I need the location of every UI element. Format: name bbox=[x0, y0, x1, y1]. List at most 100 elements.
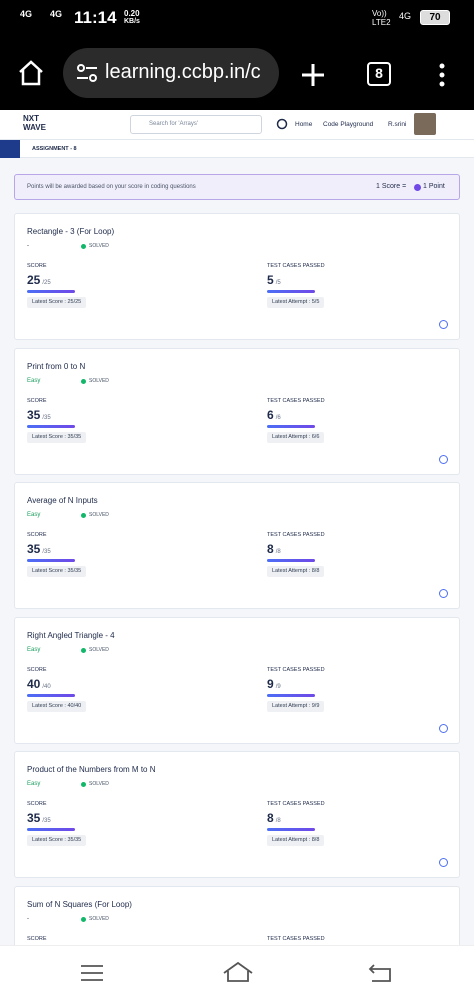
new-tab-button[interactable] bbox=[300, 62, 326, 88]
browser-bar: learning.ccbp.in/c 8 bbox=[0, 38, 474, 110]
url-bar[interactable]: learning.ccbp.in/c bbox=[63, 48, 279, 98]
question-card[interactable]: Sum of N Squares (For Loop) - SOLVED SCORE T… bbox=[14, 886, 460, 945]
progress-bar bbox=[27, 559, 75, 563]
question-card[interactable]: Product of the Numbers from M to N Easy SO… bbox=[14, 751, 460, 879]
question-title: Product of the Numbers from M to N bbox=[27, 765, 156, 775]
nav-bar bbox=[0, 945, 474, 1000]
status-bar: 4G 4G 11:14 0.20 KB/s Vo)) LTE2 4G 70 bbox=[0, 0, 474, 38]
metric-label: TEST CASES PASSED bbox=[267, 532, 325, 539]
metric-value: 8/8 bbox=[267, 811, 281, 825]
logo[interactable]: WAVE bbox=[23, 123, 46, 132]
metric-label: TEST CASES PASSED bbox=[267, 801, 325, 808]
progress-bar bbox=[27, 828, 75, 832]
metric-label: TEST CASES PASSED bbox=[267, 397, 325, 404]
metric-value: 25 bbox=[27, 273, 41, 287]
metric-max: /9 bbox=[275, 683, 281, 690]
rule-right: 1 Point bbox=[423, 183, 445, 190]
metric-max: /6 bbox=[275, 414, 281, 421]
status: SOLVED bbox=[89, 781, 109, 788]
question-card[interactable]: Print from 0 to N Easy SOLVED SCORE 35/35 Lat… bbox=[14, 347, 460, 475]
expand-button[interactable] bbox=[439, 589, 448, 599]
metric-label: TEST CASES PASSED bbox=[267, 936, 325, 942]
latest-pill: Latest Score : 35/35 bbox=[27, 566, 87, 578]
metric-max: /8 bbox=[275, 818, 281, 825]
metric-value: 35 bbox=[27, 811, 41, 826]
nav-link[interactable]: Home bbox=[295, 121, 313, 128]
site-settings-icon[interactable] bbox=[77, 64, 97, 82]
latest-pill: Latest Score : 40/40 bbox=[27, 700, 87, 712]
status-dot bbox=[81, 244, 86, 249]
recents-button[interactable] bbox=[80, 964, 104, 982]
metric-max: /25 bbox=[42, 280, 51, 286]
progress-bar bbox=[267, 424, 315, 428]
difficulty: - bbox=[27, 243, 29, 249]
metric-value: 35/35 bbox=[27, 542, 51, 556]
latest-pill: Latest Score : 35/35 bbox=[27, 835, 87, 847]
progress-bar bbox=[27, 424, 75, 428]
progress-bar bbox=[267, 693, 315, 697]
metric-value: 35 bbox=[27, 542, 41, 557]
metric-value: 35/35 bbox=[27, 408, 51, 422]
expand-button[interactable] bbox=[439, 320, 448, 329]
metric-label: SCORE bbox=[27, 666, 47, 673]
search-box[interactable]: Search for 'Arrays' bbox=[130, 115, 262, 134]
metric-value: 40 bbox=[27, 676, 41, 691]
home-button[interactable] bbox=[16, 58, 46, 88]
latest-pill: Latest Attempt : 8/8 bbox=[267, 835, 325, 847]
expand-button[interactable] bbox=[439, 723, 448, 733]
points-icon bbox=[414, 184, 421, 191]
question-title: Average of N Inputs bbox=[27, 496, 98, 506]
progress-bar bbox=[267, 828, 315, 832]
question-card[interactable]: Rectangle - 3 (For Loop) - SOLVED SCORE 25/2… bbox=[14, 213, 460, 340]
network: 4G bbox=[20, 9, 33, 19]
network: 4G bbox=[50, 9, 63, 19]
question-card[interactable]: Right Angled Triangle - 4 Easy SOLVED SCORE… bbox=[14, 616, 460, 744]
expand-button[interactable] bbox=[439, 454, 448, 464]
content: NXT WAVE Search for 'Arrays' Home Code P… bbox=[0, 110, 474, 945]
metric-value: 5 bbox=[267, 273, 274, 287]
sidebar-toggle[interactable] bbox=[0, 140, 20, 158]
breadcrumb: ASSIGNMENT - 8 bbox=[32, 146, 77, 152]
progress-bar bbox=[27, 290, 75, 293]
question-title: Right Angled Triangle - 4 bbox=[27, 630, 115, 640]
difficulty: Easy bbox=[27, 512, 41, 519]
home-nav-button[interactable] bbox=[222, 961, 254, 983]
progress-bar bbox=[27, 693, 75, 697]
user-name[interactable]: R.srini bbox=[388, 121, 407, 128]
metric-value: 9/9 bbox=[267, 677, 281, 691]
menu-button[interactable] bbox=[436, 62, 448, 88]
streak-icon[interactable] bbox=[276, 118, 288, 130]
metric-max: /35 bbox=[42, 549, 51, 556]
metric-value: 40/40 bbox=[27, 677, 51, 691]
metric-value: 8 bbox=[267, 542, 274, 557]
question-title: Rectangle - 3 (For Loop) bbox=[27, 227, 115, 236]
logo[interactable]: NXT bbox=[23, 114, 39, 123]
back-button[interactable] bbox=[368, 963, 394, 983]
expand-button[interactable] bbox=[439, 858, 448, 868]
metric-max: /5 bbox=[275, 280, 281, 286]
latest-pill: Latest Attempt : 8/8 bbox=[267, 566, 325, 578]
metric-label: SCORE bbox=[27, 532, 47, 539]
speed: 0.20 bbox=[124, 9, 140, 18]
network: 4G bbox=[399, 11, 412, 21]
breadcrumb-bar: ASSIGNMENT - 8 bbox=[0, 140, 474, 158]
metric-label: SCORE bbox=[27, 936, 47, 942]
metric-max: /8 bbox=[275, 549, 281, 556]
progress-bar bbox=[267, 290, 315, 293]
avatar[interactable] bbox=[414, 113, 436, 135]
rule-left: 1 Score = bbox=[376, 183, 407, 190]
metric-value: 35/35 bbox=[27, 811, 51, 825]
tab-count[interactable]: 8 bbox=[367, 62, 391, 86]
metric-value: 8/8 bbox=[267, 542, 281, 556]
metric-label: TEST CASES PASSED bbox=[267, 666, 325, 673]
question-card[interactable]: Average of N Inputs Easy SOLVED SCORE 35/35 L… bbox=[14, 482, 460, 610]
status: SOLVED bbox=[89, 646, 109, 653]
nav-link[interactable]: Code Playground bbox=[323, 121, 374, 128]
metric-value: 25/25 bbox=[27, 273, 51, 287]
progress-bar bbox=[267, 559, 315, 563]
search-placeholder: Search for 'Arrays' bbox=[149, 121, 198, 127]
latest-pill: Latest Score : 35/35 bbox=[27, 431, 87, 443]
status: SOLVED bbox=[89, 377, 109, 384]
metric-label: SCORE bbox=[27, 397, 47, 404]
